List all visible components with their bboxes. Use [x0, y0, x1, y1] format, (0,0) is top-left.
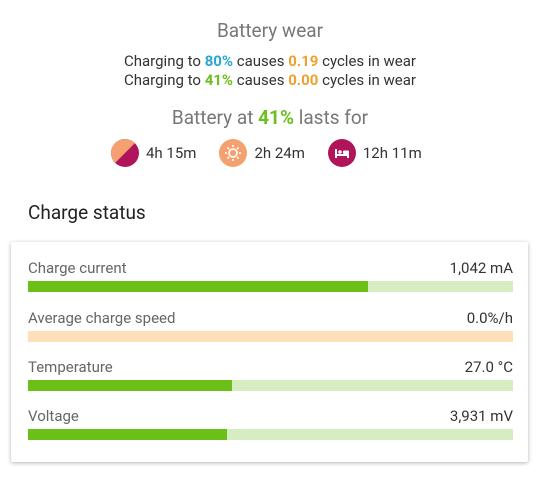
- text: lasts for: [298, 106, 369, 129]
- row-value: 0.0%/h: [466, 309, 513, 327]
- sleep-icon: [327, 139, 356, 167]
- progress-fill: [28, 281, 368, 292]
- duration: 4h 15m: [110, 138, 196, 168]
- text: cycles in wear: [322, 71, 416, 89]
- mixed-icon: [111, 139, 139, 167]
- row-value: 27.0 °C: [464, 358, 513, 376]
- progress-fill: [28, 429, 227, 440]
- duration-text: 2h 24m: [254, 144, 305, 162]
- percent: 80%: [204, 52, 233, 70]
- row-value: 3,931 mV: [449, 407, 513, 425]
- progress-track: [28, 331, 513, 342]
- duration-row: 4h 15m 2h 24m 12h 11m: [110, 138, 444, 168]
- row-value: 1,042 mA: [449, 259, 513, 277]
- duration: 12h 11m: [327, 138, 422, 168]
- cycles: 0.00: [288, 71, 319, 89]
- section-title: Charge status: [28, 201, 146, 224]
- text: Charging to: [124, 71, 201, 89]
- percent: 41%: [204, 71, 233, 89]
- row-label: Average charge speed: [28, 309, 176, 327]
- lasts-title: Battery at 41% lasts for: [0, 106, 540, 129]
- text: Charging to: [124, 52, 201, 70]
- wear-title: Battery wear: [216, 19, 324, 42]
- screen-on-icon: [219, 139, 248, 167]
- progress-track: [28, 380, 513, 391]
- status-card: Charge current 1,042 mA Average charge spe…: [11, 242, 528, 462]
- progress-track: [28, 281, 513, 292]
- duration: 2h 24m: [218, 138, 305, 168]
- progress-track: [28, 429, 513, 440]
- text: causes: [236, 71, 285, 89]
- row-label: Temperature: [28, 358, 113, 376]
- text: cycles in wear: [322, 52, 416, 70]
- cycles: 0.19: [288, 52, 319, 70]
- text: Battery at: [171, 106, 254, 129]
- wear-line: Charging to 80% causes 0.19 cycles in we…: [0, 52, 540, 70]
- row-label: Voltage: [28, 407, 79, 425]
- percent: 41%: [258, 106, 294, 129]
- duration-text: 4h 15m: [146, 144, 197, 162]
- duration-text: 12h 11m: [362, 144, 422, 162]
- progress-fill: [28, 380, 232, 391]
- row-label: Charge current: [28, 259, 127, 277]
- wear-line: Charging to 41% causes 0.00 cycles in we…: [0, 71, 540, 89]
- text: causes: [236, 52, 285, 70]
